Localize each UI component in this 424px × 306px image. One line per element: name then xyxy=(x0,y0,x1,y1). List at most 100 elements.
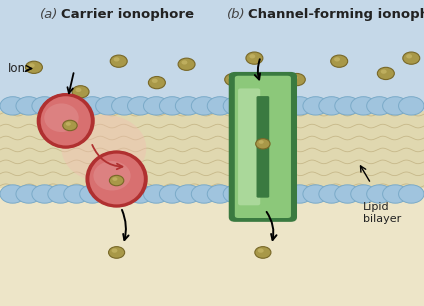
Circle shape xyxy=(72,86,89,98)
Circle shape xyxy=(287,97,312,115)
Circle shape xyxy=(143,185,169,203)
Circle shape xyxy=(152,79,158,83)
Circle shape xyxy=(377,67,394,80)
Circle shape xyxy=(256,139,270,149)
Circle shape xyxy=(110,55,127,67)
Ellipse shape xyxy=(86,150,148,208)
Circle shape xyxy=(16,185,42,203)
Circle shape xyxy=(303,97,328,115)
Circle shape xyxy=(143,97,169,115)
Circle shape xyxy=(367,97,392,115)
Ellipse shape xyxy=(61,115,146,182)
Circle shape xyxy=(114,57,120,62)
Circle shape xyxy=(292,76,298,80)
Circle shape xyxy=(80,185,105,203)
Circle shape xyxy=(64,185,89,203)
Circle shape xyxy=(0,97,25,115)
Circle shape xyxy=(255,97,281,115)
Circle shape xyxy=(176,97,201,115)
Circle shape xyxy=(64,97,89,115)
FancyBboxPatch shape xyxy=(229,72,297,222)
Circle shape xyxy=(223,97,248,115)
Circle shape xyxy=(176,185,201,203)
Circle shape xyxy=(66,122,71,126)
Circle shape xyxy=(249,54,255,58)
Text: Channel-forming ionophore: Channel-forming ionophore xyxy=(248,8,424,21)
Circle shape xyxy=(32,185,57,203)
Circle shape xyxy=(223,185,248,203)
Circle shape xyxy=(399,97,424,115)
Circle shape xyxy=(382,185,408,203)
Circle shape xyxy=(109,175,124,186)
Circle shape xyxy=(29,63,35,68)
FancyBboxPatch shape xyxy=(238,88,260,205)
Circle shape xyxy=(403,52,420,64)
Text: (a): (a) xyxy=(40,8,59,21)
Ellipse shape xyxy=(88,152,145,206)
Circle shape xyxy=(16,97,42,115)
Circle shape xyxy=(288,73,305,86)
Bar xyxy=(0,111,424,188)
Text: Lipid
bilayer: Lipid bilayer xyxy=(363,202,401,224)
Circle shape xyxy=(96,97,121,115)
Circle shape xyxy=(239,97,265,115)
Circle shape xyxy=(399,185,424,203)
Text: (b): (b) xyxy=(227,8,245,21)
Circle shape xyxy=(112,177,117,181)
Circle shape xyxy=(259,140,264,144)
Circle shape xyxy=(255,185,281,203)
Circle shape xyxy=(207,185,233,203)
Circle shape xyxy=(32,97,57,115)
Circle shape xyxy=(48,97,73,115)
Circle shape xyxy=(255,247,271,258)
Circle shape xyxy=(128,185,153,203)
Circle shape xyxy=(287,185,312,203)
Circle shape xyxy=(246,52,263,64)
Circle shape xyxy=(335,97,360,115)
Circle shape xyxy=(258,248,264,253)
Circle shape xyxy=(381,69,387,74)
Circle shape xyxy=(181,60,187,65)
Circle shape xyxy=(159,185,185,203)
Circle shape xyxy=(25,61,42,73)
Circle shape xyxy=(75,88,81,92)
Circle shape xyxy=(271,97,296,115)
Circle shape xyxy=(382,97,408,115)
Circle shape xyxy=(225,73,242,86)
Circle shape xyxy=(319,185,344,203)
Circle shape xyxy=(148,76,165,89)
Circle shape xyxy=(63,120,77,131)
Text: Carrier ionophore: Carrier ionophore xyxy=(61,8,195,21)
Circle shape xyxy=(128,97,153,115)
Circle shape xyxy=(80,97,105,115)
Circle shape xyxy=(48,185,73,203)
Circle shape xyxy=(0,185,25,203)
Circle shape xyxy=(207,97,233,115)
Circle shape xyxy=(112,185,137,203)
Circle shape xyxy=(159,97,185,115)
Circle shape xyxy=(239,185,265,203)
Circle shape xyxy=(271,185,296,203)
Circle shape xyxy=(319,97,344,115)
Circle shape xyxy=(351,185,376,203)
Circle shape xyxy=(303,185,328,203)
Circle shape xyxy=(228,76,234,80)
Circle shape xyxy=(335,185,360,203)
Circle shape xyxy=(112,248,117,253)
Ellipse shape xyxy=(44,103,79,132)
Ellipse shape xyxy=(93,161,131,191)
Circle shape xyxy=(331,55,348,67)
Text: Ion: Ion xyxy=(8,62,25,75)
Bar xyxy=(0,0,424,150)
Circle shape xyxy=(406,54,412,58)
Circle shape xyxy=(178,58,195,70)
Ellipse shape xyxy=(39,95,92,147)
Circle shape xyxy=(191,97,217,115)
Bar xyxy=(0,150,424,306)
Circle shape xyxy=(351,97,376,115)
Circle shape xyxy=(109,247,125,258)
Circle shape xyxy=(367,185,392,203)
Circle shape xyxy=(191,185,217,203)
FancyBboxPatch shape xyxy=(233,74,293,219)
Circle shape xyxy=(334,57,340,62)
